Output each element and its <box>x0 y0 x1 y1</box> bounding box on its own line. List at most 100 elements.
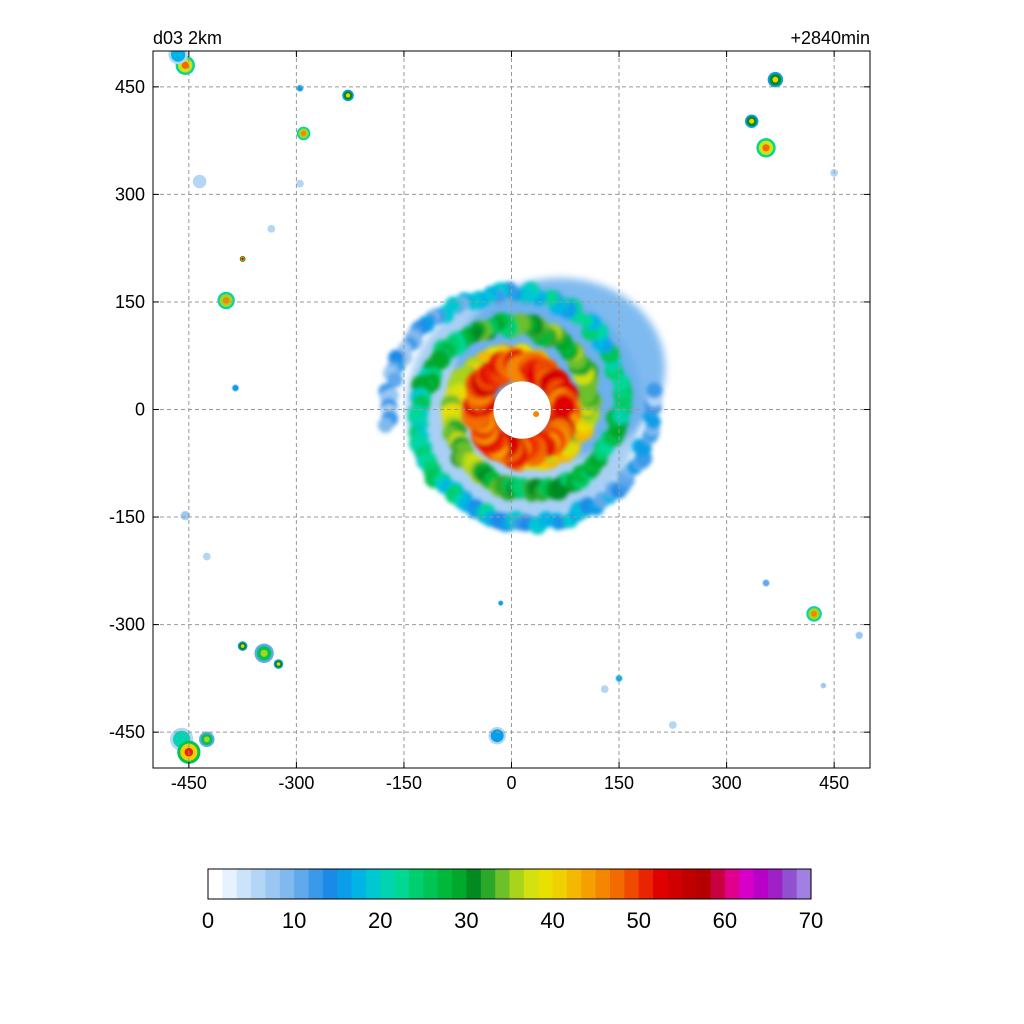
colorbar-swatch <box>423 869 439 899</box>
cell-body <box>498 600 503 606</box>
colorbar-tick-label: 50 <box>626 908 650 933</box>
colorbar-swatch <box>796 869 812 899</box>
convective-cell <box>237 641 248 651</box>
eyewall-cell <box>552 394 576 419</box>
cell-body <box>170 51 186 62</box>
colorbar-swatch <box>653 869 669 899</box>
cell-body <box>268 225 275 232</box>
cell-core <box>762 144 770 152</box>
colorbar-tick-label: 60 <box>713 908 737 933</box>
cell-body <box>297 180 303 187</box>
colorbar-swatch <box>279 869 295 899</box>
x-tick-label: 0 <box>506 773 516 793</box>
domain-label: d03 2km <box>153 28 222 48</box>
cell-core <box>240 644 245 648</box>
colorbar-swatch <box>437 869 453 899</box>
x-tick-label: 450 <box>819 773 849 793</box>
colorbar-swatch <box>581 869 597 899</box>
convective-cell <box>762 579 770 587</box>
colorbar-tick-label: 30 <box>454 908 478 933</box>
colorbar-swatch <box>610 869 625 899</box>
colorbar-swatch <box>595 869 611 899</box>
colorbar-swatch <box>466 869 482 899</box>
colorbar-swatch <box>495 869 511 899</box>
convective-cell <box>254 643 274 663</box>
cell-core <box>811 610 817 617</box>
time-label: +2840min <box>790 28 870 48</box>
colorbar-swatch <box>667 869 683 899</box>
convective-cell <box>296 84 304 93</box>
colorbar-swatch <box>624 869 640 899</box>
convective-cell <box>615 674 623 683</box>
x-tick-label: -300 <box>278 773 314 793</box>
convective-cell <box>239 256 246 262</box>
colorbar-swatch <box>394 869 410 899</box>
cell-core <box>241 257 244 261</box>
convective-cell <box>855 631 864 640</box>
colorbar-tick-label: 70 <box>799 908 823 933</box>
colorbar-swatch <box>208 869 223 899</box>
convective-cell <box>202 552 211 561</box>
colorbar-blocks <box>208 869 812 899</box>
colorbar-tick-label: 10 <box>282 908 306 933</box>
colorbar-swatch <box>696 869 712 899</box>
colorbar-tick-label: 0 <box>202 908 214 933</box>
colorbar-tick-label: 40 <box>540 908 564 933</box>
cell-body <box>232 385 239 391</box>
convective-cell <box>273 659 284 669</box>
eyewall <box>461 349 582 469</box>
convective-cell <box>744 114 759 129</box>
cell-body <box>616 675 622 682</box>
colorbar-swatch <box>365 869 381 899</box>
cell-body <box>297 85 303 92</box>
convective-cell <box>668 721 677 729</box>
colorbar-swatch <box>351 869 367 899</box>
convective-cell <box>296 126 311 141</box>
convective-cell <box>488 727 506 745</box>
rain-cell <box>646 382 663 399</box>
convective-cell <box>296 179 304 188</box>
convective-cell <box>180 510 191 521</box>
convective-cell <box>217 291 235 310</box>
convective-cell <box>600 685 609 694</box>
convective-cell <box>756 138 776 158</box>
y-tick-label: -450 <box>109 722 145 742</box>
colorbar-swatch <box>294 869 310 899</box>
colorbar-swatch <box>753 869 769 899</box>
cell-core <box>222 297 230 304</box>
rain-cell <box>377 417 393 433</box>
colorbar-swatch <box>638 869 654 899</box>
colorbar-swatch <box>236 869 252 899</box>
cell-core <box>345 93 351 98</box>
convective-cells <box>168 51 864 764</box>
colorbar-swatch <box>681 869 697 899</box>
y-tick-label: 0 <box>135 400 145 420</box>
plot-area: -450 -300 -150 0 150 300 450 -450 -300 -150 0 150 3… <box>109 50 871 793</box>
x-axis: -450 -300 -150 0 150 300 450 <box>171 51 849 793</box>
convective-cell <box>767 71 784 88</box>
convective-cell <box>192 174 207 189</box>
colorbar-swatch <box>739 869 755 899</box>
x-tick-label: -150 <box>386 773 422 793</box>
cell-body <box>490 729 504 743</box>
colorbar-swatch <box>222 869 238 899</box>
y-tick-label: -300 <box>109 615 145 635</box>
colorbar-swatch <box>509 869 525 899</box>
colorbar-swatch <box>724 869 740 899</box>
cell-core <box>749 118 755 124</box>
y-tick-label: -150 <box>109 507 145 527</box>
cell-body <box>194 176 205 187</box>
storm-eye <box>493 381 551 439</box>
colorbar-swatch <box>538 869 554 899</box>
x-tick-label: 300 <box>712 773 742 793</box>
y-tick-label: 300 <box>115 184 145 204</box>
convective-cell <box>806 606 822 622</box>
cell-body <box>203 553 210 560</box>
cell-core <box>772 76 779 83</box>
colorbar-swatch <box>566 869 582 899</box>
cell-body <box>181 512 189 520</box>
colorbar-swatch <box>452 869 468 899</box>
colorbar-swatch <box>480 869 496 899</box>
cell-core <box>260 649 268 657</box>
